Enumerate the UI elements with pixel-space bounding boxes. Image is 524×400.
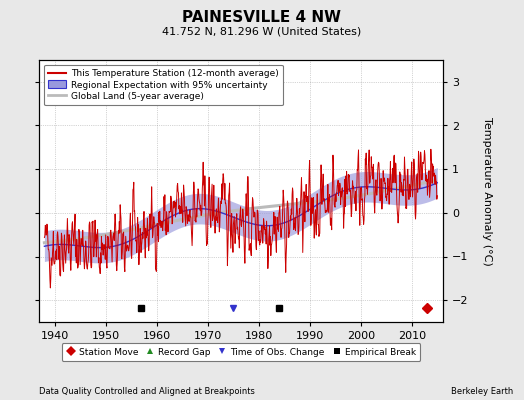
Y-axis label: Temperature Anomaly (°C): Temperature Anomaly (°C) <box>482 117 492 265</box>
Text: 41.752 N, 81.296 W (United States): 41.752 N, 81.296 W (United States) <box>162 26 362 36</box>
Text: Berkeley Earth: Berkeley Earth <box>451 387 514 396</box>
Legend: Station Move, Record Gap, Time of Obs. Change, Empirical Break: Station Move, Record Gap, Time of Obs. C… <box>62 343 420 361</box>
Text: PAINESVILLE 4 NW: PAINESVILLE 4 NW <box>182 10 342 25</box>
Text: Data Quality Controlled and Aligned at Breakpoints: Data Quality Controlled and Aligned at B… <box>39 387 255 396</box>
Legend: This Temperature Station (12-month average), Regional Expectation with 95% uncer: This Temperature Station (12-month avera… <box>44 64 283 106</box>
